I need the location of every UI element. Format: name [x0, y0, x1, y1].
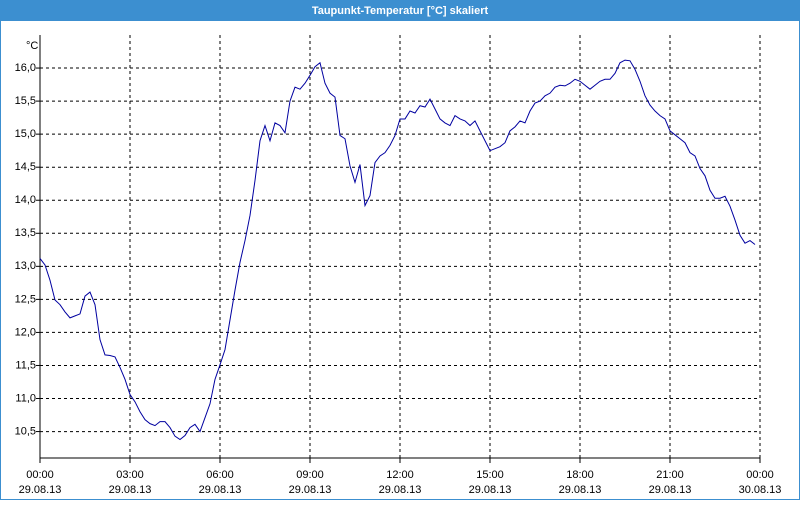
x-tick-label: 06:00: [206, 469, 234, 481]
x-tick-date: 30.08.13: [739, 484, 782, 496]
data-line: [39, 59, 756, 441]
y-tick-label: 12,5: [15, 293, 36, 305]
x-tick-date: 29.08.13: [289, 484, 332, 496]
x-tick-date: 29.08.13: [469, 484, 512, 496]
y-tick-label: 14,0: [15, 194, 36, 206]
y-tick-label: 13,5: [15, 227, 36, 239]
x-tick-date: 29.08.13: [199, 484, 242, 496]
x-tick-date: 29.08.13: [379, 484, 422, 496]
chart-title: Taupunkt-Temperatur [°C] skaliert: [312, 5, 489, 17]
y-tick-label: 14,5: [15, 161, 36, 173]
x-tick-label: 00:00: [26, 469, 54, 481]
x-tick-date: 29.08.13: [559, 484, 602, 496]
y-tick-label: 16,0: [15, 62, 36, 74]
x-tick-label: 00:00: [746, 469, 774, 481]
y-tick-label: 12,0: [15, 326, 36, 338]
x-tick-label: 09:00: [296, 469, 324, 481]
x-tick-date: 29.08.13: [649, 484, 692, 496]
y-tick-label: 11,5: [15, 359, 36, 371]
y-tick-label: 15,5: [15, 95, 36, 107]
title-bar: [0, 0, 800, 21]
y-tick-label: 10,5: [15, 425, 36, 437]
x-tick-label: 03:00: [116, 469, 144, 481]
y-axis-unit: °C: [26, 40, 38, 52]
x-tick-label: 12:00: [386, 469, 414, 481]
x-tick-label: 15:00: [476, 469, 504, 481]
x-tick-label: 21:00: [656, 469, 684, 481]
y-tick-label: 15,0: [15, 128, 36, 140]
x-tick-date: 29.08.13: [109, 484, 152, 496]
y-tick-label: 13,0: [15, 260, 36, 272]
x-tick-date: 29.08.13: [19, 484, 62, 496]
x-tick-label: 18:00: [566, 469, 594, 481]
y-tick-label: 11,0: [15, 392, 36, 404]
